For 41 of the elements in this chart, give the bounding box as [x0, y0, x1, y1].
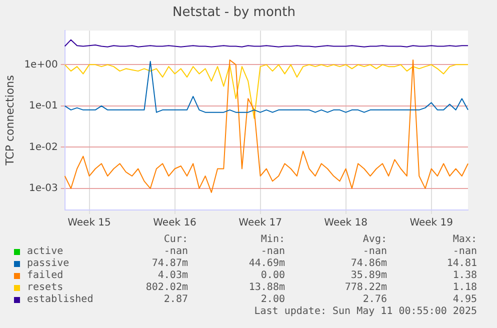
text: 4.03m: [158, 270, 188, 282]
legend-label: established: [27, 294, 94, 306]
legend-label: resets: [27, 282, 64, 294]
x-tick-label: Week 19: [410, 218, 454, 229]
text: 1.38: [452, 270, 477, 282]
text: -nan: [452, 246, 477, 258]
y-tick-label: 1e-01: [28, 100, 58, 112]
y-tick-label: 1e+00: [24, 59, 58, 70]
text: 44.69m: [248, 258, 285, 270]
x-tick-label: Week 18: [324, 218, 368, 229]
y-tick-label: 1e-03: [28, 183, 58, 194]
text: 74.87m: [152, 258, 188, 270]
text: -nan: [260, 246, 285, 258]
chart-title: Netstat - by month: [172, 5, 296, 20]
y-axis-title: TCP connections: [3, 74, 16, 166]
text: 778.22m: [344, 282, 387, 294]
legend-label: active: [27, 246, 64, 258]
x-tick-label: Week 15: [68, 218, 111, 229]
text: 14.81: [446, 258, 477, 270]
text: 2.76: [362, 294, 387, 306]
text: 0.00: [260, 270, 285, 282]
text: 1.18: [452, 282, 477, 294]
text: Cur:: [164, 234, 188, 246]
text: 35.89m: [350, 270, 387, 282]
text: 802.02m: [146, 282, 188, 294]
text: 2.00: [260, 294, 285, 306]
text: 2.87: [164, 294, 188, 306]
text: -nan: [362, 246, 387, 258]
text: 13.88m: [248, 282, 285, 294]
text: Last update: Sun May 11 00:55:00 2025: [254, 306, 477, 318]
legend-label: passive: [27, 258, 70, 270]
text: Min:: [260, 234, 285, 246]
text: Max:: [452, 234, 477, 246]
legend-label: failed: [27, 270, 64, 282]
text: 74.86m: [350, 258, 387, 270]
x-tick-label: Week 17: [238, 218, 282, 229]
y-tick-label: 1e-02: [28, 142, 58, 153]
text: Avg:: [362, 234, 387, 246]
text: -nan: [164, 246, 188, 258]
x-tick-label: Week 16: [153, 218, 196, 229]
text: 4.95: [452, 294, 477, 306]
